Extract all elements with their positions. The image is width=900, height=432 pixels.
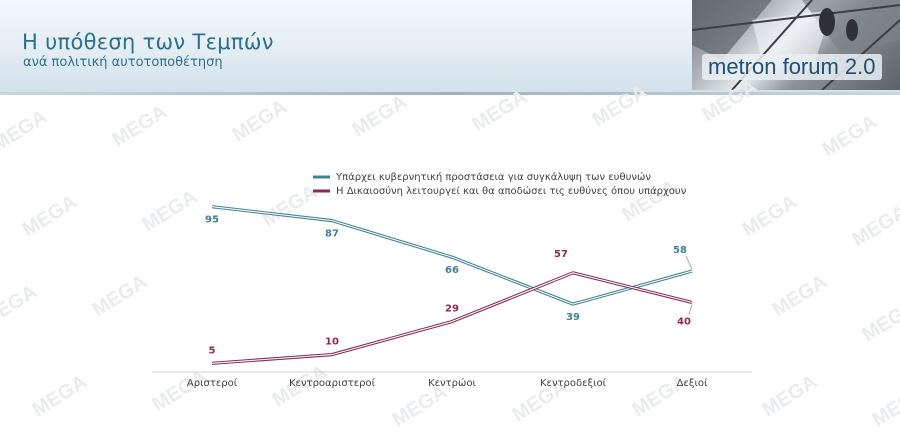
series-line-highlight — [211, 272, 693, 364]
logo-text: metron forum 2.0 — [702, 54, 882, 80]
data-label: 29 — [445, 304, 459, 315]
data-label: 57 — [554, 249, 568, 260]
data-label: 95 — [205, 215, 219, 226]
header-divider — [0, 92, 900, 95]
data-label: 39 — [566, 312, 580, 323]
legend-entry: Υπάρχει κυβερνητική προστάσεια για συγκά… — [335, 171, 651, 183]
data-label: 40 — [677, 316, 691, 327]
x-tick-label: Κεντροδεξιοί — [540, 377, 607, 389]
data-label: 10 — [325, 337, 339, 348]
x-tick-label: Δεξιοί — [677, 377, 708, 389]
x-tick-label: Κεντροαριστεροί — [289, 377, 376, 389]
series-line — [211, 271, 693, 365]
leader-line — [685, 255, 693, 270]
x-tick-label: Κεντρώοι — [428, 377, 476, 389]
x-tick-label: Αριστεροί — [187, 377, 238, 389]
data-label: 87 — [325, 229, 339, 240]
legend-entry: Η Δικαιοσύνη λειτουργεί και θα αποδώσει … — [336, 185, 687, 197]
data-label: 66 — [445, 265, 459, 276]
metron-forum-logo: metron forum 2.0 — [692, 0, 900, 90]
series-line-highlight — [211, 206, 693, 305]
series-line — [211, 205, 693, 306]
leader-line — [688, 304, 693, 315]
page-subtitle: ανά πολιτική αυτοτοποθέτηση — [23, 55, 223, 70]
page-title: Η υπόθεση των Τεμπών — [22, 30, 274, 54]
data-label: 5 — [209, 345, 216, 356]
data-label: 58 — [673, 245, 687, 256]
